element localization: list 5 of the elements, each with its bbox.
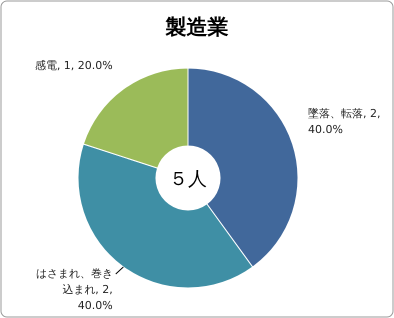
slice-label: 感電, 1, 20.0% <box>34 58 113 74</box>
slice-label: はさまれ、巻き込まれ, 2, 40.0% <box>34 266 113 314</box>
chart-title: 製造業 <box>164 15 228 39</box>
slice-label: 墜落、転落, 2, 40.0% <box>308 106 382 138</box>
text: ５人 <box>169 168 207 190</box>
